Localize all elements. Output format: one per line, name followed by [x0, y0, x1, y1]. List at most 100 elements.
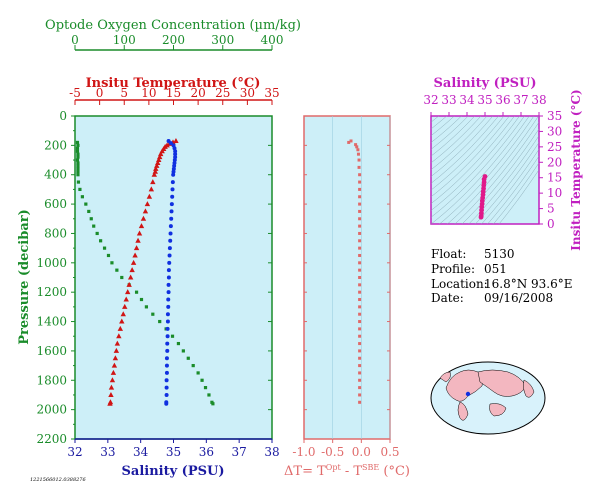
delta-t-point: [356, 148, 360, 152]
isopycnal-line: [431, 116, 510, 197]
delta-tick-label: 0.5: [380, 445, 399, 459]
oxygen-point: [76, 155, 80, 159]
info-date: Date: 09/16/2008: [431, 291, 553, 305]
oxygen-point: [78, 187, 82, 192]
salinity-point: [173, 152, 178, 157]
oxygen-point: [186, 356, 190, 360]
salinity-point: [173, 149, 178, 154]
ts-temperature-tick-label: 10: [547, 186, 562, 200]
delta-tick-label: -1.0: [292, 445, 315, 459]
ts-temperature-tick-label: 20: [547, 155, 562, 169]
oxygen-point: [139, 297, 144, 302]
oxygen-tick-label: 100: [113, 33, 136, 47]
salinity-point: [166, 297, 171, 302]
delta-t-point: [358, 276, 362, 279]
world-map: [430, 361, 546, 435]
salinity-point: [164, 356, 169, 361]
isopycnal-line: [431, 116, 476, 157]
oxygen-point: [87, 209, 91, 214]
delta-t-point: [358, 202, 362, 206]
isopycnal-line: [431, 116, 455, 136]
temperature-tick-label: 30: [240, 86, 255, 100]
salinity-point: [165, 334, 170, 339]
isopycnal-line: [431, 116, 462, 143]
salinity-tick-label: 35: [166, 445, 181, 459]
pressure-tick-label: 1000: [36, 256, 67, 270]
oxygen-point: [76, 152, 80, 156]
temperature-point: [109, 377, 116, 383]
oxygen-tick-label: 300: [211, 33, 234, 47]
oxygen-point: [75, 158, 80, 162]
oxygen-point: [203, 386, 208, 390]
temperature-point: [123, 296, 129, 302]
delta-t-point: [358, 224, 362, 228]
isopycnal-line: [431, 116, 515, 204]
pressure-tick-label: 0: [59, 109, 67, 123]
ts-salinity-tick-label: 35: [477, 93, 492, 107]
salinity-tick-label: 32: [67, 445, 82, 459]
isopycnal-line: [431, 116, 520, 211]
isopycnal-line: [431, 0, 539, 81]
ts-temperature-tick-label: 30: [547, 124, 562, 138]
salinity-point: [165, 326, 170, 331]
isopycnal-line: [481, 149, 539, 224]
salinity-point: [165, 341, 170, 346]
ts-salinity-tick-label: 38: [531, 93, 546, 107]
pressure-tick-label: 2000: [36, 403, 67, 417]
oxygen-point: [76, 173, 80, 177]
oxygen-point: [89, 217, 93, 221]
oxygen-point: [191, 363, 195, 368]
oxygen-point: [106, 253, 111, 258]
temperature-point: [114, 340, 121, 346]
salinity-point: [170, 187, 175, 192]
salinity-point: [172, 158, 177, 163]
salinity-point: [172, 160, 177, 165]
temperature-tick-label: -5: [69, 86, 81, 100]
salinity-tick-label: 38: [264, 445, 279, 459]
info-location-value: 16.8°N 93.6°E: [484, 277, 573, 291]
oxygen-point: [170, 334, 175, 338]
temperature-point: [112, 355, 119, 361]
temperature-point: [133, 245, 140, 251]
temperature-point: [130, 259, 137, 265]
delta-t-point: [358, 173, 362, 177]
temperature-tick-label: 35: [264, 86, 279, 100]
delta-t-point: [358, 349, 362, 353]
delta-t-point: [358, 327, 362, 331]
temperature-point: [153, 165, 159, 171]
delta-t-point: [358, 342, 362, 346]
temperature-axis-title: Insitu Temperature (°C): [86, 76, 261, 91]
temperature-tick-label: 10: [141, 86, 156, 100]
pressure-tick-label: 600: [44, 197, 67, 211]
info-profile-value: 051: [484, 262, 507, 276]
delta-t-point: [358, 320, 362, 324]
salinity-point: [170, 194, 175, 199]
temperature-point: [148, 186, 155, 192]
ts-temperature-tick-label: 0: [547, 217, 555, 231]
delta-t-point: [358, 209, 362, 213]
ts-temperature-tick-label: 15: [547, 171, 562, 185]
temperature-point: [120, 311, 126, 317]
ts-salinity-tick-label: 32: [423, 93, 438, 107]
delta-t-point: [358, 217, 362, 221]
delta-t-point: [358, 195, 362, 199]
temperature-point: [151, 171, 157, 177]
delta-t-point: [358, 356, 362, 360]
salinity-point: [164, 363, 169, 368]
pressure-tick-label: 200: [44, 138, 67, 152]
delta-tick-label: 0.0: [352, 445, 371, 459]
isopycnal-line: [431, 116, 448, 130]
salinity-point: [169, 209, 174, 214]
delta-t-point: [358, 364, 362, 368]
delta-t-point: [358, 261, 362, 265]
salinity-point: [168, 231, 173, 236]
ts-temperature-axis-title: Insitu Temperature (°C): [569, 89, 583, 250]
isopycnal-line: [431, 116, 488, 170]
delta-t-point: [358, 378, 362, 382]
isopycnal-line: [431, 116, 494, 177]
oxygen-point: [151, 312, 155, 316]
isopycnal-line: [431, 116, 499, 184]
pressure-tick-label: 1600: [36, 344, 67, 358]
salinity-point: [166, 290, 171, 295]
pressure-tick-label: 800: [44, 226, 67, 240]
